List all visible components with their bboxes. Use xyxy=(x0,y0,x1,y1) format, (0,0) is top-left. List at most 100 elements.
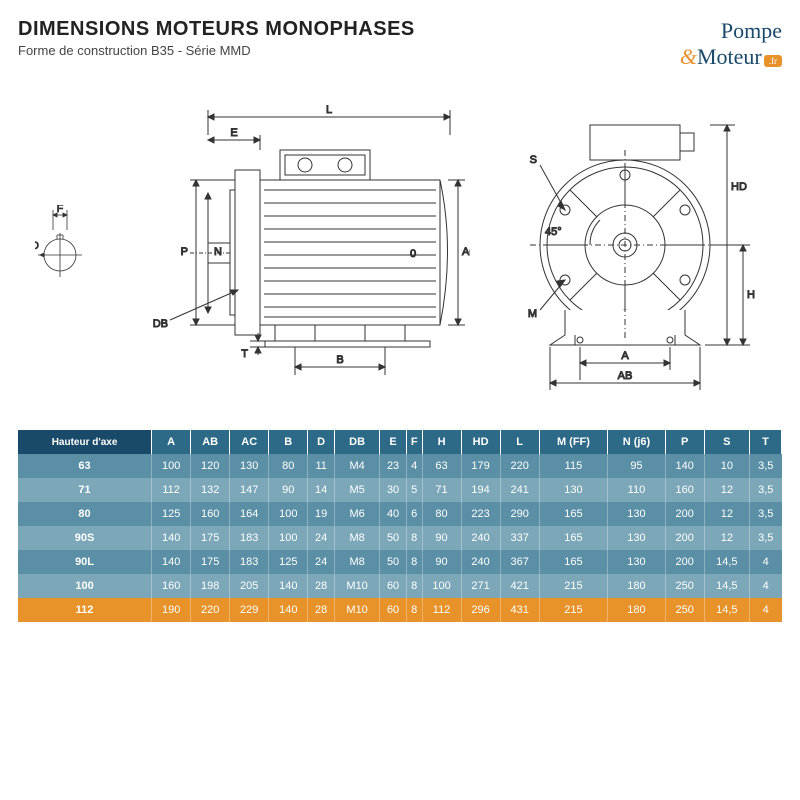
brand-logo: Pompe &Moteur.fr xyxy=(680,18,782,70)
cell: 60 xyxy=(380,598,407,622)
cell: 165 xyxy=(539,502,608,526)
cell: 200 xyxy=(665,550,704,574)
cell: 240 xyxy=(461,526,500,550)
cell: 160 xyxy=(191,502,230,526)
cell: 11 xyxy=(308,454,335,478)
dim-O: 0 xyxy=(410,248,416,260)
cell: 250 xyxy=(665,574,704,598)
cell: 112 xyxy=(422,598,461,622)
cell: 183 xyxy=(230,526,269,550)
dim-L: L xyxy=(326,104,332,116)
cell: 431 xyxy=(500,598,539,622)
cell: 95 xyxy=(608,454,665,478)
cell: 175 xyxy=(191,550,230,574)
cell: 125 xyxy=(152,502,191,526)
motor-front-view: S 45° M HD H xyxy=(505,95,765,395)
cell: 4 xyxy=(749,574,781,598)
row-key: 71 xyxy=(18,478,152,502)
cell: 130 xyxy=(608,550,665,574)
cell: M6 xyxy=(335,502,380,526)
cell: 130 xyxy=(230,454,269,478)
cell: 50 xyxy=(380,550,407,574)
cell: 130 xyxy=(608,526,665,550)
row-key: 90L xyxy=(18,550,152,574)
cell: M5 xyxy=(335,478,380,502)
cell: M10 xyxy=(335,574,380,598)
cell: 215 xyxy=(539,574,608,598)
cell: 160 xyxy=(152,574,191,598)
cell: 164 xyxy=(230,502,269,526)
cell: 140 xyxy=(269,598,308,622)
cell: 5 xyxy=(406,478,422,502)
cell: 132 xyxy=(191,478,230,502)
row-header-label: Hauteur d'axe xyxy=(18,430,152,454)
table-row: 631001201308011M42346317922011595140103,… xyxy=(18,454,782,478)
cell: 12 xyxy=(704,478,749,502)
col-header: DB xyxy=(335,430,380,454)
table-row: 8012516016410019M64068022329016513020012… xyxy=(18,502,782,526)
cell: 130 xyxy=(608,502,665,526)
row-key: 80 xyxy=(18,502,152,526)
logo-amp: & xyxy=(680,44,697,69)
dim-M: M xyxy=(527,308,536,320)
dim-DB: DB xyxy=(153,318,168,330)
cell: 3,5 xyxy=(749,478,781,502)
cell: 4 xyxy=(749,550,781,574)
cell: 190 xyxy=(152,598,191,622)
cell: 14,5 xyxy=(704,574,749,598)
cell: 100 xyxy=(152,454,191,478)
col-header: P xyxy=(665,430,704,454)
cell: 110 xyxy=(608,478,665,502)
cell: 147 xyxy=(230,478,269,502)
cell: 80 xyxy=(269,454,308,478)
cell: 215 xyxy=(539,598,608,622)
cell: 241 xyxy=(500,478,539,502)
cell: 120 xyxy=(191,454,230,478)
cell: 14 xyxy=(308,478,335,502)
header: DIMENSIONS MOTEURS MONOPHASES Forme de c… xyxy=(18,18,782,70)
dim-AC: AC xyxy=(462,246,470,258)
cell: 3,5 xyxy=(749,454,781,478)
cell: 165 xyxy=(539,550,608,574)
cell: M10 xyxy=(335,598,380,622)
cell: 100 xyxy=(269,502,308,526)
cell: 180 xyxy=(608,574,665,598)
cell: 71 xyxy=(422,478,461,502)
cell: 50 xyxy=(380,526,407,550)
cell: 198 xyxy=(191,574,230,598)
col-header: HD xyxy=(461,430,500,454)
table-row: 11219022022914028M1060811229643121518025… xyxy=(18,598,782,622)
dim-F: F xyxy=(57,205,64,215)
col-header: F xyxy=(406,430,422,454)
cell: 40 xyxy=(380,502,407,526)
cell: 367 xyxy=(500,550,539,574)
motor-side-view: L E xyxy=(130,95,470,395)
cell: 3,5 xyxy=(749,526,781,550)
shaft-detail-icon: F D xyxy=(35,205,95,285)
dim-E: E xyxy=(230,127,237,139)
cell: 140 xyxy=(152,550,191,574)
col-header: H xyxy=(422,430,461,454)
row-key: 112 xyxy=(18,598,152,622)
cell: 112 xyxy=(152,478,191,502)
cell: 8 xyxy=(406,526,422,550)
cell: 220 xyxy=(191,598,230,622)
cell: 80 xyxy=(422,502,461,526)
cell: 4 xyxy=(406,454,422,478)
dim-N: N xyxy=(214,246,222,258)
col-header: A xyxy=(152,430,191,454)
col-header: AB xyxy=(191,430,230,454)
technical-drawing: F D L E xyxy=(18,80,782,410)
cell: 200 xyxy=(665,502,704,526)
logo-badge: .fr xyxy=(764,55,782,67)
cell: 250 xyxy=(665,598,704,622)
cell: 90 xyxy=(269,478,308,502)
cell: 296 xyxy=(461,598,500,622)
col-header: M (FF) xyxy=(539,430,608,454)
cell: 140 xyxy=(269,574,308,598)
cell: 421 xyxy=(500,574,539,598)
dim-P: P xyxy=(181,246,188,258)
dimensions-table: Hauteur d'axe AABACBDDBEFHHDLM (FF)N (j6… xyxy=(18,430,782,622)
cell: 175 xyxy=(191,526,230,550)
cell: 8 xyxy=(406,550,422,574)
